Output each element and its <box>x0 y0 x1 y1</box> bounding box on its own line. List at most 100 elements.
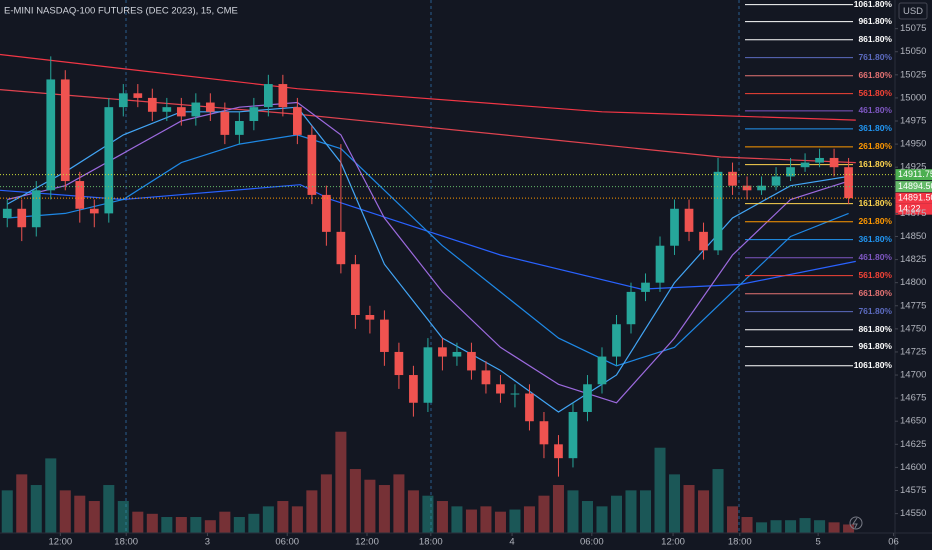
candle-body <box>554 444 563 459</box>
fib-label: 661.80% <box>858 70 892 80</box>
candle-body <box>249 107 259 122</box>
fib-label: 161.80% <box>858 159 892 169</box>
candle-body <box>510 393 520 395</box>
x-tick-label: 18:00 <box>114 537 138 548</box>
y-tick-label: 14725 <box>900 346 926 357</box>
y-tick-label: 15075 <box>900 23 926 34</box>
candle-body <box>496 384 505 394</box>
y-tick-label: 14800 <box>900 277 926 288</box>
volume-bar <box>204 520 216 533</box>
candle-body <box>191 102 201 117</box>
x-tick-label: 12:00 <box>661 537 685 548</box>
candle-body <box>844 167 853 199</box>
fib-label: 661.80% <box>858 288 892 298</box>
x-tick-label: 12:00 <box>355 537 379 548</box>
volume-bar <box>88 501 100 533</box>
volume-bar <box>712 469 724 533</box>
volume-bar <box>581 501 593 533</box>
candle-body <box>597 356 607 385</box>
moving-average <box>7 101 849 404</box>
candle-body <box>220 111 230 135</box>
volume-bar <box>799 518 811 533</box>
candle-body <box>365 314 375 320</box>
currency-box[interactable] <box>898 2 928 20</box>
candle-body <box>626 291 636 325</box>
candle-body <box>612 324 621 357</box>
volume-bar <box>465 509 477 533</box>
price-label: 14891.50 <box>898 193 932 203</box>
x-tick-label: 18:00 <box>419 537 443 548</box>
price-label-box <box>895 169 932 181</box>
candle-body <box>394 351 404 376</box>
candle-body <box>293 107 302 135</box>
moving-average <box>0 184 856 290</box>
y-tick-label: 15000 <box>900 92 926 103</box>
candle-body <box>728 171 737 186</box>
volume-bar <box>770 520 782 533</box>
candle-body <box>205 102 215 112</box>
fib-label: 561.80% <box>858 88 892 98</box>
candle-body <box>699 231 708 251</box>
volume-bar <box>1 490 13 533</box>
fib-label: 561.80% <box>858 270 892 280</box>
candle-layer <box>2 56 853 477</box>
volume-bar <box>654 447 666 533</box>
moving-average <box>0 89 856 164</box>
x-tick-label: 18:00 <box>728 537 752 548</box>
fib-label: 361.80% <box>858 123 892 133</box>
y-tick-label: 14950 <box>900 139 926 150</box>
x-tick-label: 3 <box>205 537 210 548</box>
candle-body <box>147 97 157 112</box>
candle-body <box>757 185 766 191</box>
fib-label: 961.80% <box>858 341 892 351</box>
y-tick-label: 14750 <box>900 323 926 334</box>
candle-body <box>713 171 723 251</box>
candle-body <box>322 194 331 232</box>
fib-label: 1061.80% <box>854 360 893 370</box>
replay-icon-bolt <box>852 517 858 529</box>
volume-bar <box>74 495 86 533</box>
x-tick-label: 4 <box>509 537 514 548</box>
candle-body <box>423 347 433 403</box>
candle-body <box>278 84 288 108</box>
volume-bar <box>814 520 826 533</box>
volume-bar <box>523 506 535 533</box>
candle-body <box>583 384 592 412</box>
y-tick-label: 14675 <box>900 393 926 404</box>
candle-body <box>89 208 99 214</box>
volume-bar <box>494 511 506 533</box>
candle-body <box>786 167 795 177</box>
fib-label: 261.80% <box>858 216 892 226</box>
volume-bar <box>59 490 71 533</box>
fib-label: 461.80% <box>858 105 892 115</box>
candle-body <box>452 351 462 357</box>
volume-bar <box>393 474 405 533</box>
fib-label: 961.80% <box>858 16 892 26</box>
x-tick-label: 5 <box>815 537 820 548</box>
volume-bar <box>132 511 144 533</box>
candle-body <box>815 157 824 163</box>
fib-label: 461.80% <box>858 252 892 262</box>
replay-icon[interactable] <box>849 516 863 530</box>
volume-bar <box>639 490 652 533</box>
chart-title: E-MINI NASDAQ-100 FUTURES (DEC 2023), 15… <box>4 6 238 17</box>
volume-bar <box>538 495 550 533</box>
candle-body <box>351 264 360 315</box>
candle-body <box>46 79 56 191</box>
volume-bar <box>683 485 695 533</box>
candle-body <box>60 79 70 182</box>
volume-bar <box>320 474 332 533</box>
y-tick-label: 14975 <box>900 116 926 127</box>
volume-bar <box>233 517 245 533</box>
volume-bar <box>335 431 347 533</box>
y-tick-label: 14575 <box>900 485 926 496</box>
candle-body <box>481 370 491 385</box>
volume-bar <box>625 490 637 533</box>
volume-bar <box>291 506 303 533</box>
currency[interactable]: USD <box>903 6 923 17</box>
candle-body <box>800 162 810 168</box>
volume-bar <box>349 469 361 533</box>
candle-body <box>17 208 27 228</box>
